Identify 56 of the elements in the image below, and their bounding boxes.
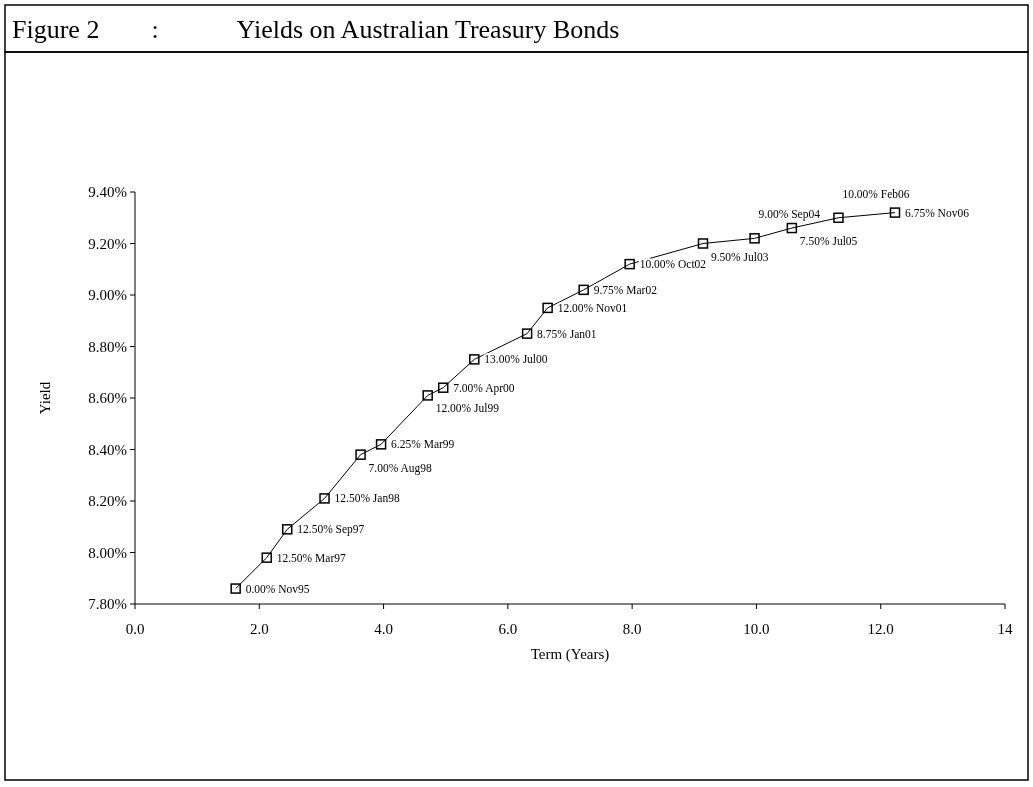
point [749,233,760,244]
annotation: 7.00% Apr00 [453,381,515,395]
x-tick-label: 10.0 [743,621,770,637]
point [375,439,387,450]
annotation: 10.00% Feb06 [842,187,910,200]
x-tick-label: 4.0 [374,621,393,637]
y-tick-label: 8.40% [88,441,127,458]
annotation: 7.00% Aug98 [368,461,433,475]
x-tick-label: 14 [997,621,1013,637]
y-tick-label: 7.80% [88,596,127,613]
annotation: 12.00% Jul99 [435,402,500,415]
point [437,382,449,393]
point [469,354,480,365]
annotation: 9.75% Mar02 [593,283,658,296]
y-tick-label: 8.60% [88,390,127,407]
point [355,449,366,460]
annotation: 6.75% Nov06 [905,206,970,219]
x-tick-label: 8.0 [622,621,642,637]
annotation: 12.50% Sep97 [297,523,365,537]
x-tick-label: 12.0 [867,621,894,637]
x-tick-label: 0.0 [125,621,145,637]
annotation: 0.00% Nov95 [245,582,310,595]
annotation: 7.50% Jul05 [799,235,858,248]
annotation: 10.00% Oct02 [639,258,707,271]
point [282,524,293,535]
point [697,238,709,249]
annotation: 9.50% Jul03 [710,250,769,263]
y-tick-label: 8.20% [88,493,127,510]
x-axis-title: Term (Years) [530,646,610,664]
y-axis-title: Yield [37,381,53,415]
y-tick-label: 8.80% [88,338,127,355]
point [319,493,330,504]
point [230,583,241,594]
annotation: 12.50% Jan98 [334,492,400,505]
point [833,212,844,223]
point [261,552,272,563]
x-tick-label: 2.0 [249,621,269,637]
x-tick-label: 6.0 [498,621,518,637]
point [542,302,553,314]
annotation: 12.50% Mar97 [276,551,346,564]
chart-title: Figure 2 : Yields on Australian Treasury Bonds [12,15,620,44]
y-tick-label: 9.40% [88,184,127,201]
y-tick-label: 9.20% [88,235,127,252]
annotation: 6.25% Mar99 [391,438,455,451]
annotation: 13.00% Jul00 [484,353,548,366]
y-tick-label: 8.00% [88,544,127,561]
y-tick-label: 9.00% [88,287,127,304]
point [521,328,533,339]
point [624,258,635,270]
point [578,284,589,296]
point [889,207,901,218]
point [422,390,433,401]
annotation: 8.75% Jan01 [537,327,597,340]
annotation: 12.00% Nov01 [557,301,628,314]
point [786,222,798,234]
annotation: 9.00% Sep04 [758,208,821,222]
